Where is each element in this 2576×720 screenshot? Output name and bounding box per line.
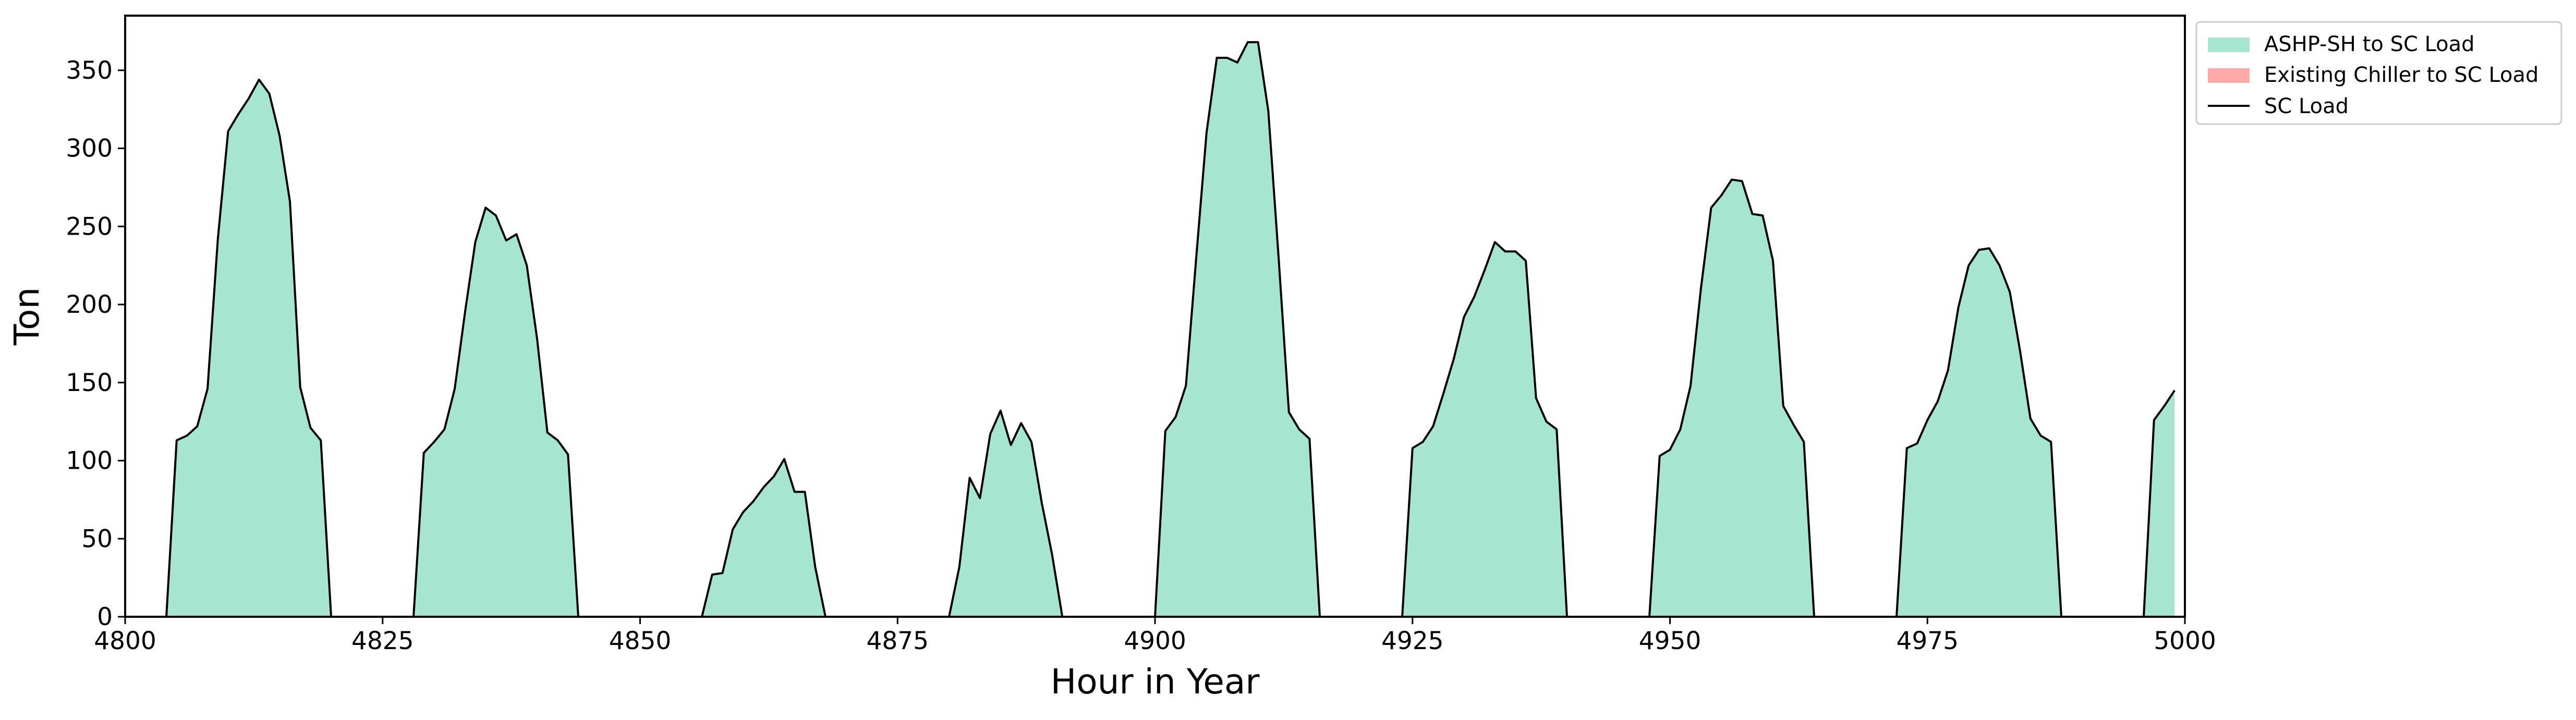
x-tick-label: 4800 xyxy=(94,627,156,655)
legend-label-ashp: ASHP-SH to SC Load xyxy=(2264,32,2475,56)
y-axis-title: Ton xyxy=(7,287,47,346)
y-tick-label: 50 xyxy=(81,524,113,553)
x-tick-label: 4875 xyxy=(866,627,929,655)
y-tick-label: 350 xyxy=(66,56,113,85)
x-tick-label: 4850 xyxy=(609,627,672,655)
x-axis-title: Hour in Year xyxy=(1051,662,1260,702)
y-tick-label: 250 xyxy=(66,212,113,241)
y-tick-label: 300 xyxy=(66,135,113,163)
legend: ASHP-SH to SC Load Existing Chiller to S… xyxy=(2195,21,2562,125)
x-tick-label: 4825 xyxy=(351,627,414,655)
x-tick-label: 4900 xyxy=(1124,627,1186,655)
plot-area xyxy=(125,41,2176,618)
y-tick-label: 100 xyxy=(66,447,113,475)
legend-box xyxy=(2195,21,2562,125)
x-tick-label: 4925 xyxy=(1381,627,1444,655)
x-axis-ticks: 4800 4825 4850 4875 4900 4925 4950 4975 5000 xyxy=(94,617,2216,655)
legend-label-chiller: Existing Chiller to SC Load xyxy=(2264,63,2538,87)
legend-swatch-chiller xyxy=(2208,68,2250,83)
x-tick-label: 4950 xyxy=(1639,627,1702,655)
x-tick-label: 5000 xyxy=(2154,627,2216,655)
legend-label-sc-load: SC Load xyxy=(2264,94,2349,118)
y-axis-ticks: 0 50 100 150 200 250 300 350 xyxy=(66,56,125,631)
y-tick-label: 0 xyxy=(97,603,113,631)
x-tick-label: 4975 xyxy=(1896,627,1959,655)
y-tick-label: 200 xyxy=(66,290,113,319)
series-area-ashp-sh-to-sc-load xyxy=(125,42,2175,617)
legend-swatch-ashp xyxy=(2208,38,2250,52)
y-tick-label: 150 xyxy=(66,369,113,397)
